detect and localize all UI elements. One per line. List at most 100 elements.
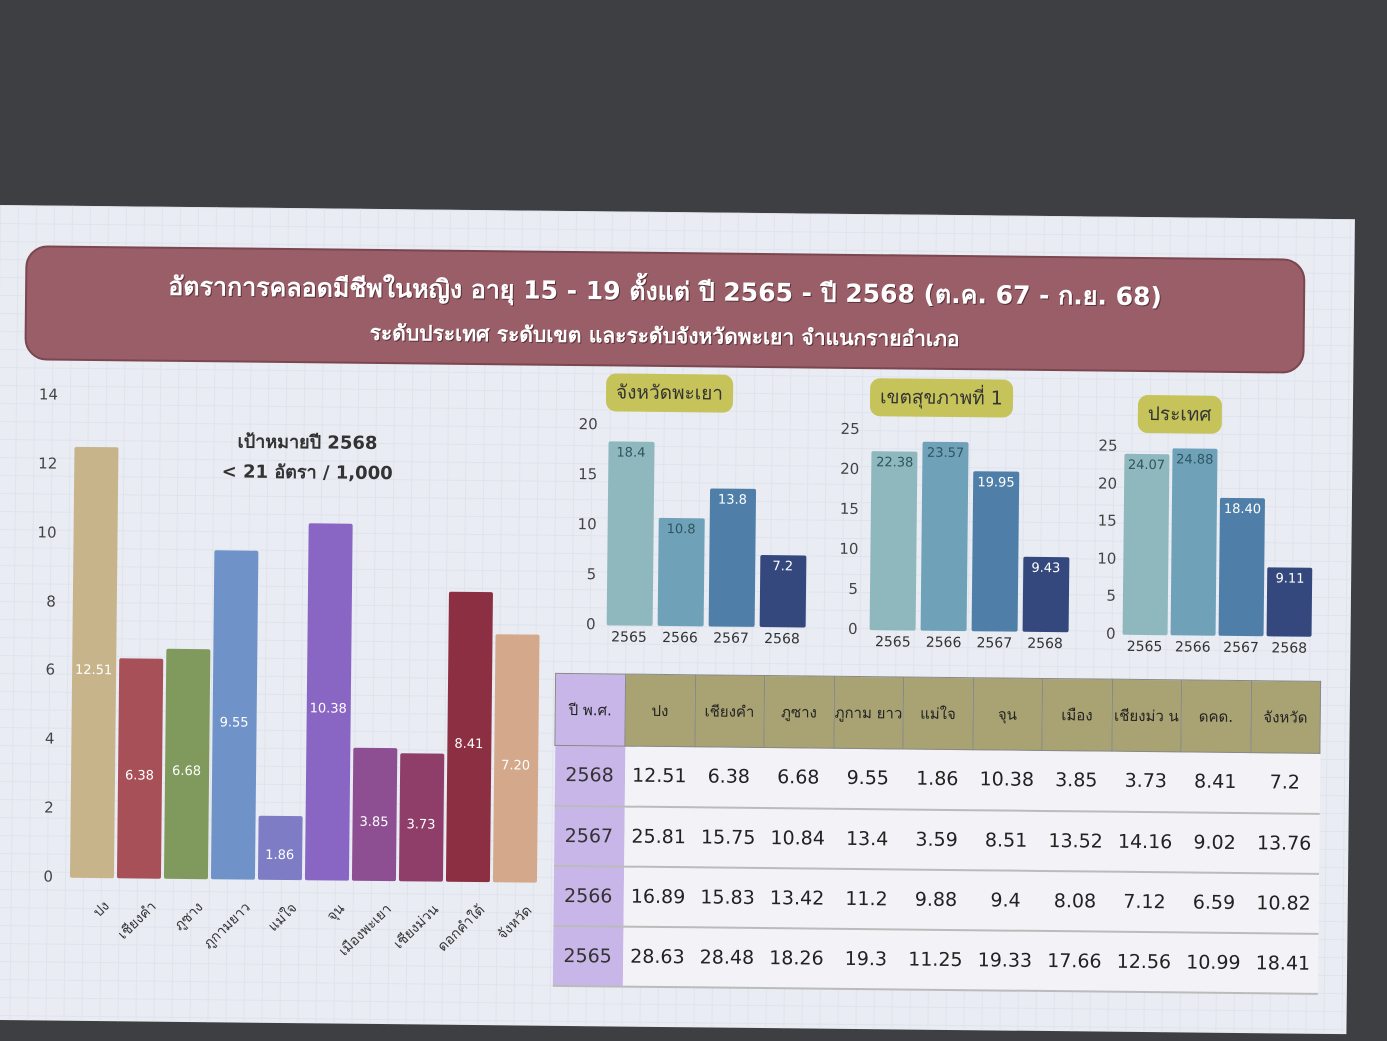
table-cell: 13.52	[1040, 810, 1111, 872]
bar-value-label: 10.8	[666, 521, 696, 538]
x-tick-label: 2565	[874, 634, 911, 651]
table-cell: 13.42	[761, 867, 833, 929]
table-cell: 3.59	[901, 808, 972, 870]
y-tick-label: 20	[578, 415, 598, 434]
x-tick-label: 2567	[713, 630, 749, 647]
y-tick-label: 0	[1105, 624, 1116, 643]
x-tick-label: 2566	[662, 629, 698, 647]
table-header: แม่ใจ	[902, 676, 974, 750]
bar-value-label: 19.95	[977, 475, 1015, 492]
bar-value-label: 24.88	[1176, 452, 1214, 468]
x-tick-label: ภูกามยาว	[200, 899, 254, 953]
table-header: ปี พ.ศ.	[554, 673, 626, 747]
y-tick-label: 0	[847, 619, 858, 639]
bar-value-label: 7.20	[501, 758, 531, 774]
table-cell: 2565	[552, 925, 623, 987]
x-tick-label: 2568	[1027, 635, 1063, 653]
table-cell: 3.73	[1110, 751, 1181, 812]
x-tick-label: ดอกคำใต้	[435, 902, 489, 955]
table-cell: 6.59	[1178, 871, 1250, 933]
bar-value-label: 9.11	[1275, 571, 1305, 588]
table-cell: 2568	[554, 745, 625, 807]
x-tick-label: 2567	[976, 635, 1013, 652]
x-tick-label: 2565	[1126, 638, 1163, 656]
table-cell: 12.56	[1108, 931, 1179, 992]
bar	[920, 442, 969, 632]
table-cell: 8.08	[1039, 870, 1111, 932]
y-tick-label: 6	[45, 660, 56, 680]
chart-title: จังหวัดพะเยา	[605, 373, 734, 413]
bar-value-label: 18.40	[1223, 501, 1262, 517]
table-header: เมือง	[1041, 678, 1113, 752]
x-tick-label: 2567	[1223, 639, 1259, 657]
table-header: จังหวัด	[1250, 680, 1321, 754]
table-cell: 1.86	[902, 748, 973, 810]
table-cell: 14.16	[1110, 811, 1181, 872]
table-header: ภูซาง	[763, 675, 835, 749]
x-tick-label: ปง	[90, 898, 113, 921]
bar	[971, 471, 1020, 632]
table-cell: 9.88	[900, 868, 972, 930]
y-tick-label: 20	[840, 459, 860, 479]
table-row: 2568 12.51 6.38 6.68 9.55 1.86 10.38 3.85 3.73 8.…	[554, 745, 1320, 814]
y-tick-label: 10	[839, 539, 859, 559]
table-row: 2566 16.89 15.83 13.42 11.2 9.88 9.4 8.08 7.12 6.…	[552, 865, 1319, 934]
bar-value-label: 18.4	[616, 445, 646, 461]
bar-value-label: 9.43	[1031, 560, 1061, 576]
table-row: 2565 28.63 28.48 18.26 19.3 11.25 19.33 17.66 12…	[552, 925, 1318, 994]
x-tick-label: จุน	[323, 900, 348, 925]
table-cell: 7.12	[1109, 871, 1180, 932]
x-tick-label: 2568	[764, 631, 800, 648]
y-tick-label: 14	[38, 385, 59, 404]
table-cell: 2566	[552, 865, 624, 927]
table-cell: 9.02	[1179, 811, 1250, 873]
chart-title: เขตสุขภาพที่ 1	[869, 378, 1014, 418]
table-cell: 6.68	[763, 747, 834, 809]
bar-value-label: 7.2	[772, 559, 794, 575]
bar-value-label: 6.68	[172, 763, 202, 780]
x-tick-label: 2568	[1271, 640, 1308, 657]
bar	[1170, 448, 1218, 636]
bar-value-label: 24.07	[1127, 457, 1166, 474]
table-cell: 11.25	[900, 928, 971, 990]
y-tick-label: 10	[577, 515, 597, 534]
y-tick-label: 4	[44, 729, 55, 748]
table-cell: 10.38	[971, 749, 1042, 811]
table-cell: 15.83	[692, 866, 763, 928]
table-cell: 13.4	[832, 808, 903, 869]
bar-value-label: 9.55	[219, 714, 249, 731]
bar	[1218, 497, 1266, 637]
x-tick-label: 2566	[925, 634, 962, 652]
y-tick-label: 5	[848, 579, 859, 599]
table-cell: 11.2	[831, 868, 902, 929]
table-header: ปง	[624, 674, 696, 747]
y-tick-label: 25	[840, 419, 860, 439]
x-tick-label: เชียงม่วน	[390, 901, 442, 953]
table-cell: 9.4	[970, 869, 1041, 931]
slide: อัตราการคลอดมีชีพในหญิง อายุ 15 - 19 ตั้…	[0, 205, 1355, 1035]
y-tick-label: 12	[38, 454, 58, 473]
table-header: เชียงคำ	[694, 674, 765, 748]
table-cell: 10.99	[1178, 931, 1249, 993]
table-cell: 9.55	[832, 748, 903, 809]
table-cell: 13.76	[1249, 812, 1320, 874]
table-cell: 8.41	[1180, 751, 1251, 813]
table-cell: 10.82	[1248, 872, 1319, 934]
table-cell: 19.33	[969, 929, 1040, 991]
y-tick-label: 2	[44, 798, 54, 817]
table-cell: 2567	[553, 805, 625, 867]
table-header: จุน	[972, 677, 1043, 751]
y-tick-label: 8	[46, 592, 56, 611]
x-tick-label: จังหวัด	[494, 902, 536, 943]
y-tick-label: 5	[586, 565, 597, 584]
x-tick-label: 2566	[1174, 639, 1211, 656]
table-cell: 18.26	[761, 927, 832, 989]
bar	[1122, 453, 1170, 636]
x-tick-label: 2565	[611, 629, 647, 646]
chart-title: ประเทศ	[1137, 394, 1222, 434]
table-cell: 15.75	[693, 806, 764, 868]
bar-value-label: 12.51	[74, 662, 113, 678]
target-line2: < 21 อัตรา / 1,000	[221, 461, 393, 485]
target-note: เป้าหมายปี 2568 < 21 อัตรา / 1,000	[187, 427, 428, 490]
bar-value-label: 8.41	[454, 737, 484, 753]
